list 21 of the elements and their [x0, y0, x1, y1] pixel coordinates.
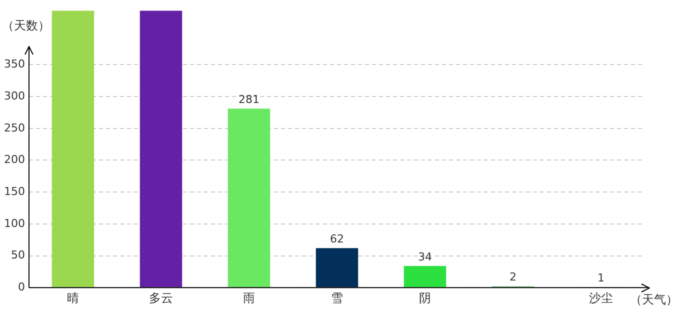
data-label: 34: [418, 250, 432, 264]
x-axis-title: （天气）: [630, 292, 678, 307]
y-axis-title: （天数）: [2, 18, 50, 33]
y-tick-label: 100: [4, 216, 25, 230]
y-tick-label: 300: [4, 89, 25, 102]
y-tick-label: 0: [18, 280, 25, 294]
data-label: 2: [510, 270, 516, 284]
x-tick-label: 雨: [242, 290, 255, 305]
data-label: 281: [238, 93, 260, 106]
data-label: 1: [598, 271, 604, 284]
y-tick-label: 200: [4, 153, 25, 166]
x-tick-label: 多云: [148, 290, 173, 305]
x-tick-label: 晴: [66, 290, 79, 305]
y-tick-label: 50: [10, 248, 25, 262]
y-tick-label: 150: [4, 184, 25, 198]
x-tick-label: 雪: [331, 290, 343, 305]
y-tick-label: 250: [4, 121, 25, 134]
x-tick-label: 沙尘: [589, 290, 613, 305]
y-tick-label: 350: [4, 58, 25, 71]
x-tick-label: 阴: [419, 290, 431, 305]
data-label: 62: [330, 232, 344, 246]
